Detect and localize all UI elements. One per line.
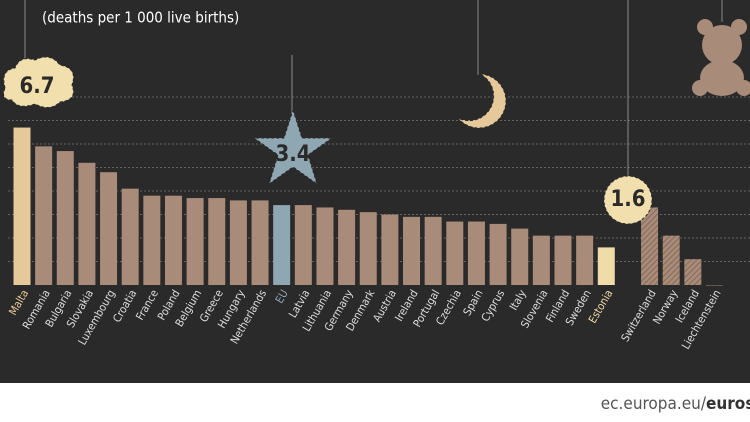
- bar: [56, 151, 74, 285]
- bar: [359, 212, 377, 285]
- value-label: 3.4: [275, 142, 310, 167]
- bar: [489, 223, 507, 285]
- bar: [424, 216, 442, 285]
- bar: [186, 198, 204, 285]
- x-tick-label: EU: [273, 288, 291, 306]
- bar: [121, 188, 139, 285]
- bar: [511, 228, 529, 285]
- bar: [597, 247, 615, 285]
- bar: [143, 195, 161, 285]
- bar: [554, 235, 572, 285]
- moon: [457, 73, 507, 129]
- bar: [294, 205, 312, 285]
- value-label: 1.6: [610, 187, 645, 212]
- source-bold: euros: [706, 394, 750, 414]
- source: ec.europa.eu/: [601, 394, 707, 414]
- teddy: [692, 19, 750, 96]
- bar: [164, 195, 182, 285]
- bar: [208, 198, 226, 285]
- bar: [403, 216, 421, 285]
- bar: [338, 209, 356, 285]
- star: [252, 108, 334, 186]
- bar: [100, 172, 118, 285]
- decorations: [24, 0, 723, 180]
- bar: [532, 235, 550, 285]
- bar: [446, 221, 464, 285]
- bar: [576, 235, 594, 285]
- value-label: 6.7: [19, 74, 54, 99]
- bar: [684, 259, 702, 285]
- bar: [662, 235, 680, 285]
- bar: [78, 162, 96, 285]
- bar: [705, 285, 723, 286]
- badge: [603, 175, 653, 225]
- bar: [467, 221, 485, 285]
- bar: [381, 214, 399, 285]
- bar: [35, 146, 53, 285]
- subtitle: (deaths per 1 000 live births): [42, 9, 239, 27]
- cloud: [3, 56, 74, 108]
- bar: [273, 205, 291, 285]
- bar: [641, 207, 659, 285]
- bar: [13, 127, 31, 285]
- bar: [251, 200, 269, 285]
- bar: [229, 200, 247, 285]
- bar: [316, 207, 334, 285]
